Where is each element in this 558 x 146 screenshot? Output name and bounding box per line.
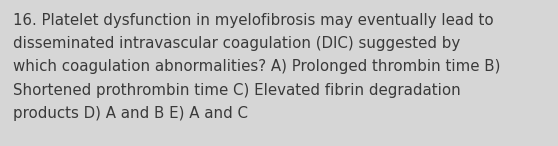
Text: disseminated intravascular coagulation (DIC) suggested by: disseminated intravascular coagulation (… [13, 36, 460, 51]
Text: 16. Platelet dysfunction in myelofibrosis may eventually lead to: 16. Platelet dysfunction in myelofibrosi… [13, 13, 494, 28]
Text: products D) A and B E) A and C: products D) A and B E) A and C [13, 106, 248, 121]
Text: Shortened prothrombin time C) Elevated fibrin degradation: Shortened prothrombin time C) Elevated f… [13, 83, 461, 98]
Text: which coagulation abnormalities? A) Prolonged thrombin time B): which coagulation abnormalities? A) Prol… [13, 59, 501, 74]
